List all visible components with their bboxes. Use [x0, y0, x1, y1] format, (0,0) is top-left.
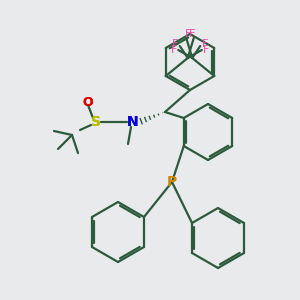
- Text: N: N: [127, 115, 139, 129]
- Text: S: S: [91, 115, 101, 129]
- Text: F: F: [172, 39, 178, 49]
- Text: O: O: [83, 95, 93, 109]
- Text: F: F: [202, 45, 209, 55]
- Text: F: F: [202, 39, 208, 49]
- Text: F: F: [185, 29, 191, 39]
- Text: F: F: [189, 29, 195, 39]
- Text: P: P: [167, 175, 177, 189]
- Text: N: N: [127, 115, 139, 129]
- Text: F: F: [171, 45, 177, 55]
- Text: O: O: [83, 95, 93, 109]
- Text: S: S: [91, 115, 101, 129]
